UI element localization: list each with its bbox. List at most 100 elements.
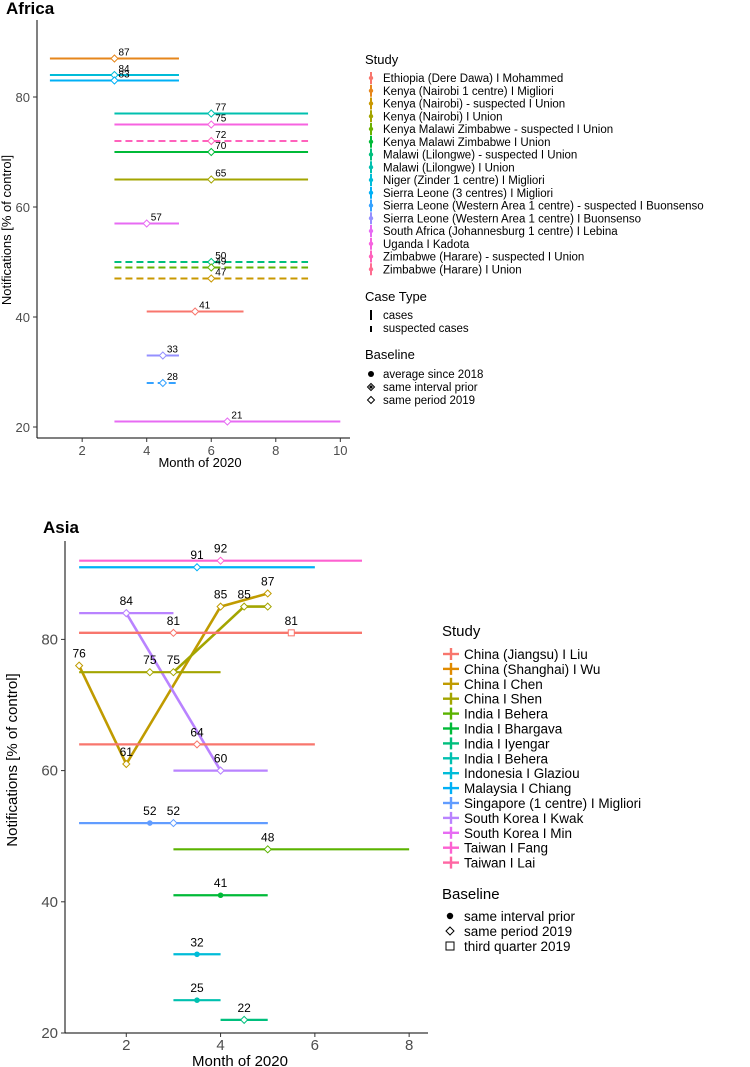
point-marker bbox=[142, 219, 151, 228]
legend-item: India I Behera bbox=[464, 707, 549, 722]
legend-item: Ethiopia (Dere Dawa) I Mohammed bbox=[383, 73, 563, 85]
legend-item: Niger (Zinder 1 centre) I Migliori bbox=[383, 175, 545, 187]
legend-marker bbox=[366, 395, 376, 405]
point-marker bbox=[207, 147, 216, 157]
point-marker bbox=[192, 563, 202, 572]
x-tick-label: 8 bbox=[405, 1037, 413, 1054]
point-marker bbox=[192, 740, 202, 749]
legend-title: Case Type bbox=[365, 289, 427, 304]
point-marker bbox=[263, 602, 272, 611]
data-label: 25 bbox=[190, 981, 204, 995]
data-label: 84 bbox=[120, 594, 134, 608]
legend-item: Sierra Leone (Western Area 1 centre) - s… bbox=[383, 201, 704, 213]
point-marker bbox=[217, 892, 224, 899]
point-marker bbox=[74, 661, 84, 670]
y-tick-label: 20 bbox=[16, 420, 30, 435]
point-marker bbox=[122, 759, 131, 769]
legend-title: Baseline bbox=[365, 347, 415, 362]
legend-item: same interval prior bbox=[383, 382, 478, 394]
data-label: 91 bbox=[190, 548, 204, 562]
point-marker bbox=[147, 820, 153, 826]
x-tick-label: 2 bbox=[122, 1037, 130, 1054]
legend-item: Singapore (1 centre) I Migliori bbox=[464, 796, 641, 811]
legend-swatch-marker bbox=[368, 101, 374, 106]
legend-item: Zimbabwe (Harare) - suspected I Union bbox=[383, 252, 584, 264]
africa-panel: Africa Notifications [% of control] Mont… bbox=[0, 0, 704, 470]
data-label: 41 bbox=[199, 301, 211, 312]
point-marker bbox=[169, 818, 178, 828]
point-marker bbox=[194, 997, 200, 1003]
legend-swatch-marker bbox=[368, 152, 374, 157]
legend-item: South Korea I Min bbox=[464, 826, 572, 841]
data-label: 22 bbox=[237, 1001, 251, 1015]
y-tick-label: 40 bbox=[16, 310, 30, 325]
legend-item: Indonesia I Glaziou bbox=[464, 766, 580, 781]
point-marker bbox=[223, 417, 232, 426]
point-marker bbox=[110, 54, 119, 63]
legend-item: India I Iyengar bbox=[464, 736, 550, 751]
data-label: 48 bbox=[261, 830, 275, 844]
point-marker bbox=[263, 845, 272, 854]
data-label: 81 bbox=[167, 614, 181, 628]
point-marker bbox=[110, 76, 119, 85]
data-label: 28 bbox=[167, 372, 179, 383]
x-tick-label: 10 bbox=[333, 443, 347, 458]
legend-item: Zimbabwe (Harare) I Union bbox=[383, 264, 522, 276]
data-label: 64 bbox=[190, 725, 204, 739]
point-marker bbox=[169, 667, 178, 677]
data-label: 57 bbox=[151, 213, 163, 224]
legend-item: same period 2019 bbox=[464, 924, 572, 939]
data-label: 75 bbox=[143, 653, 157, 667]
legend-marker bbox=[446, 912, 454, 920]
series-path bbox=[77, 592, 269, 766]
asia-panel: Asia Notifications [% of control] Month … bbox=[4, 518, 641, 1067]
legend-swatch-marker bbox=[368, 139, 374, 144]
data-label: 52 bbox=[167, 804, 181, 818]
legend-swatch-marker bbox=[368, 216, 374, 221]
data-label: 70 bbox=[215, 141, 227, 152]
legend-item: Taiwan I Fang bbox=[464, 841, 548, 856]
data-label: 87 bbox=[118, 48, 130, 59]
legend-item: China I Chen bbox=[464, 677, 543, 692]
y-tick-label: 60 bbox=[41, 763, 58, 780]
legend-swatch-marker bbox=[368, 177, 374, 183]
y-tick-label: 80 bbox=[41, 631, 58, 648]
legend-swatch-marker bbox=[368, 203, 374, 208]
data-label: 85 bbox=[237, 588, 251, 602]
legend-item: same interval prior bbox=[464, 909, 576, 924]
point-marker bbox=[216, 556, 225, 565]
point-marker bbox=[207, 136, 216, 146]
point-marker bbox=[190, 307, 200, 316]
data-label: 60 bbox=[214, 752, 228, 766]
asia-y-axis-label: Notifications [% of control] bbox=[4, 673, 21, 846]
legend-item: China (Shanghai) I Wu bbox=[464, 662, 600, 677]
legend-marker bbox=[368, 371, 374, 377]
legend-item: Sierra Leone (3 centres) I Migliori bbox=[383, 188, 553, 200]
point-marker bbox=[145, 667, 155, 677]
data-label: 33 bbox=[167, 345, 179, 356]
legend-item: Kenya Malawi Zimbabwe - suspected I Unio… bbox=[383, 124, 613, 136]
legend-item: Malawi (Lilongwe) I Union bbox=[383, 162, 515, 174]
legend-swatch-marker bbox=[368, 241, 374, 246]
x-tick-label: 6 bbox=[208, 443, 215, 458]
data-label: 32 bbox=[190, 935, 204, 949]
legend-swatch-marker bbox=[368, 254, 374, 259]
data-label: 81 bbox=[285, 614, 299, 628]
legend-marker bbox=[445, 926, 455, 936]
legend-title: Study bbox=[365, 52, 399, 67]
y-tick-label: 40 bbox=[41, 894, 58, 911]
data-label: 49 bbox=[215, 257, 227, 268]
point-marker bbox=[207, 109, 216, 118]
point-marker bbox=[207, 175, 216, 184]
y-tick-label: 60 bbox=[16, 200, 30, 215]
y-tick-label: 20 bbox=[41, 1025, 58, 1042]
legend-item: Malawi (Lilongwe) - suspected I Union bbox=[383, 150, 577, 162]
asia-x-axis-label: Month of 2020 bbox=[192, 1053, 288, 1067]
x-tick-label: 4 bbox=[143, 443, 150, 458]
legend-item: South Korea I Kwak bbox=[464, 811, 584, 826]
africa-y-axis-label: Notifications [% of control] bbox=[0, 155, 14, 305]
point-marker bbox=[158, 351, 168, 360]
data-label: 41 bbox=[214, 876, 228, 890]
